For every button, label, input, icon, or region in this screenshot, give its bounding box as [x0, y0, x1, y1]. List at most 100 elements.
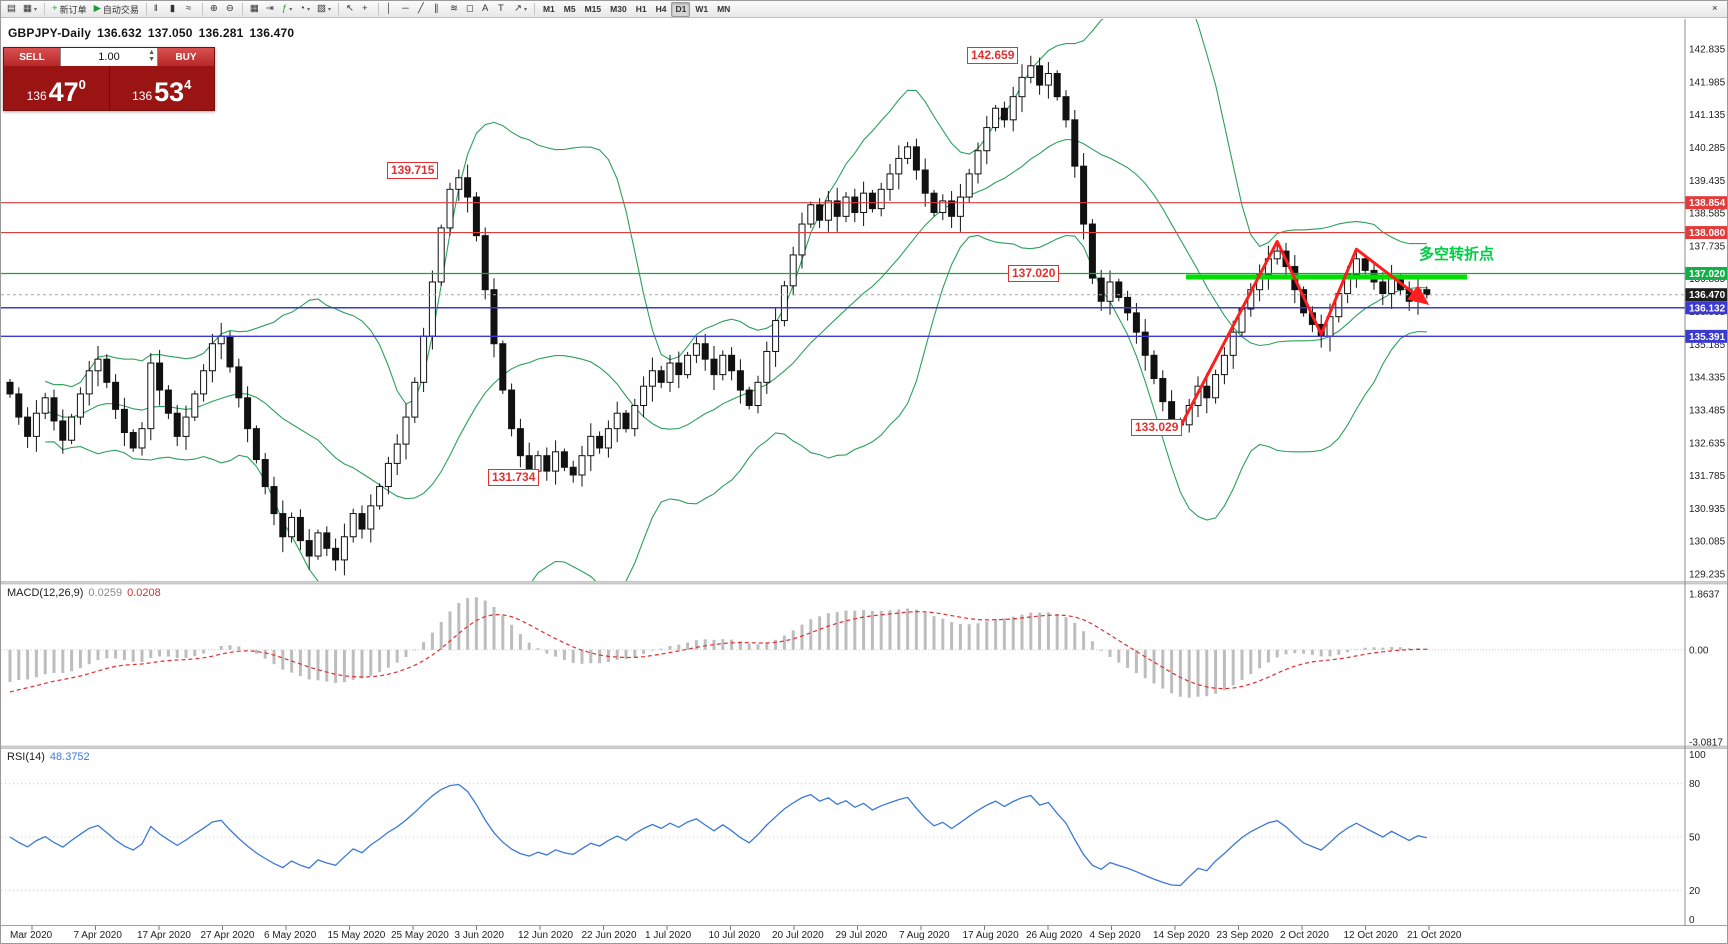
main-pane[interactable] — [1, 1, 1685, 688]
shapes-button[interactable]: ◻ — [463, 2, 478, 17]
macd-pane[interactable] — [1, 597, 1685, 698]
rsi-pane[interactable] — [1, 783, 1685, 891]
time-tick-label: 23 Sep 2020 — [1217, 930, 1274, 941]
close-icon: × — [1712, 3, 1718, 15]
rsi-tick-label: 80 — [1689, 779, 1701, 790]
volume-input[interactable]: 1.00 ▲ ▼ — [60, 48, 158, 66]
bollinger-middle — [45, 138, 1427, 500]
timeframe-h1[interactable]: H1 — [632, 2, 651, 17]
price-callout[interactable]: 139.715 — [387, 162, 439, 179]
time-tick-label: 20 Jul 2020 — [772, 930, 824, 941]
price-axis[interactable] — [1685, 19, 1728, 925]
chart-title: GBPJPY-Daily 136.632 137.050 136.281 136.470 — [8, 26, 300, 40]
crosshair-button[interactable]: + — [359, 2, 374, 17]
bollinger-lower — [45, 234, 1427, 581]
time-tick-label: 29 Jul 2020 — [836, 930, 888, 941]
open-value: 136.632 — [97, 26, 142, 40]
timeframe-m15[interactable]: M15 — [581, 2, 606, 17]
indicators-button[interactable]: ƒ ▾ — [279, 2, 295, 17]
timeframe-d1-label: D1 — [675, 4, 687, 14]
horizontal-line-button[interactable]: ─ — [399, 2, 414, 17]
periods-button[interactable]: ◔ ▾ — [296, 2, 313, 17]
price-callout[interactable]: 137.020 — [1008, 265, 1060, 282]
price-tick-label: 139.435 — [1689, 176, 1726, 187]
timeframe-mn[interactable]: MN — [713, 2, 734, 17]
tile-windows-button[interactable]: ▦ — [247, 2, 262, 17]
trend-zigzag-arrow[interactable] — [1179, 239, 1430, 428]
price-callout[interactable]: 131.734 — [488, 469, 540, 486]
time-tick-label: 15 May 2020 — [328, 930, 386, 941]
toolbar-separator — [337, 3, 339, 15]
timeframe-h4[interactable]: H4 — [652, 2, 671, 17]
autotrading-button-label: 自动交易 — [102, 4, 139, 15]
candlestick-chart-button[interactable]: ▮ — [167, 2, 182, 17]
price-badge — [1685, 329, 1727, 343]
new-order-button[interactable]: + 新订单 — [49, 2, 90, 17]
trendline-button[interactable]: ╱ — [415, 2, 430, 17]
periods-icon: ◔ — [299, 3, 305, 15]
price-tick-label: 133.485 — [1689, 405, 1726, 416]
pane-separator[interactable] — [1, 745, 1728, 749]
time-tick-label: 21 Oct 2020 — [1407, 930, 1462, 941]
autotrading-icon: ▶ — [93, 3, 101, 15]
price-callout[interactable]: 133.029 — [1131, 419, 1183, 436]
templates-button[interactable]: ▧ ▾ — [314, 2, 334, 17]
new-chart-button[interactable]: ▤ — [4, 2, 19, 17]
price-callout[interactable]: 142.659 — [967, 47, 1019, 64]
buy-price-point: 4 — [184, 77, 192, 92]
label-button[interactable]: T — [495, 2, 510, 17]
vertical-line-button[interactable]: │ — [383, 2, 398, 17]
buy-price[interactable]: 136 53 4 — [110, 66, 215, 110]
toolbar-separator — [145, 3, 147, 15]
sell-price[interactable]: 136 47 0 — [4, 66, 109, 110]
rsi-value: 48.3752 — [49, 751, 90, 763]
volume-value: 1.00 — [98, 51, 120, 63]
toolbar-separator — [533, 3, 535, 15]
spinner-down-icon[interactable]: ▼ — [148, 56, 155, 63]
tile-windows-icon: ▦ — [249, 3, 259, 15]
cursor-button[interactable]: ↖ — [343, 2, 358, 17]
price-tick-label: 135.185 — [1689, 340, 1726, 351]
autotrading-button[interactable]: ▶ 自动交易 — [91, 2, 142, 17]
timeframe-m30[interactable]: M30 — [606, 2, 631, 17]
sell-button[interactable]: SELL — [4, 48, 60, 66]
price-badge — [1685, 196, 1727, 210]
time-tick-label: 1 Jul 2020 — [645, 930, 692, 941]
zoom-out-button[interactable]: ⊖ — [223, 2, 238, 17]
fibonacci-icon: ≋ — [449, 3, 458, 15]
rsi-tick-label: 0 — [1689, 915, 1695, 926]
buy-button[interactable]: BUY — [158, 48, 214, 66]
timeframe-d1[interactable]: D1 — [671, 1, 691, 17]
price-badge — [1685, 266, 1727, 280]
rsi-tick-label: 100 — [1689, 750, 1706, 761]
price-tick-label: 134.335 — [1689, 373, 1726, 384]
time-axis[interactable] — [1, 926, 1685, 944]
time-tick-label: 26 Aug 2020 — [1026, 930, 1083, 941]
auto-scroll-button[interactable]: ⇥ — [263, 2, 278, 17]
fibonacci-button[interactable]: ≋ — [447, 2, 462, 17]
spinner-up-icon[interactable]: ▲ — [148, 49, 155, 56]
price-badge — [1685, 288, 1727, 302]
timeframe-m1[interactable]: M1 — [539, 2, 559, 17]
pane-separator[interactable] — [1, 581, 1728, 585]
arrows-button[interactable]: ↗ ▾ — [511, 2, 530, 17]
zoom-in-button[interactable]: ⊕ — [207, 2, 222, 17]
profiles-button[interactable]: ▦ ▾ — [20, 2, 40, 17]
line-chart-button[interactable]: ≈ — [183, 2, 198, 17]
time-tick-label: 14 Sep 2020 — [1153, 930, 1210, 941]
text-button[interactable]: A — [479, 2, 494, 17]
toolbar-separator — [377, 3, 379, 15]
macd-tick-label: 1.8637 — [1689, 590, 1720, 601]
close-button[interactable]: × — [1709, 2, 1724, 17]
candlestick-chart-icon: ▮ — [169, 3, 176, 15]
bar-chart-button[interactable]: ‖ — [151, 2, 166, 17]
time-tick-label: 12 Oct 2020 — [1344, 930, 1399, 941]
channel-button[interactable]: ∥ — [431, 2, 446, 17]
timeframe-m5[interactable]: M5 — [560, 2, 580, 17]
turning-point-label: 多空转折点 — [1419, 246, 1495, 263]
toolbar-separator — [241, 3, 243, 15]
volume-spinner[interactable]: ▲ ▼ — [148, 49, 155, 63]
time-tick-label: 6 May 2020 — [264, 930, 317, 941]
timeframe-w1[interactable]: W1 — [691, 2, 712, 17]
